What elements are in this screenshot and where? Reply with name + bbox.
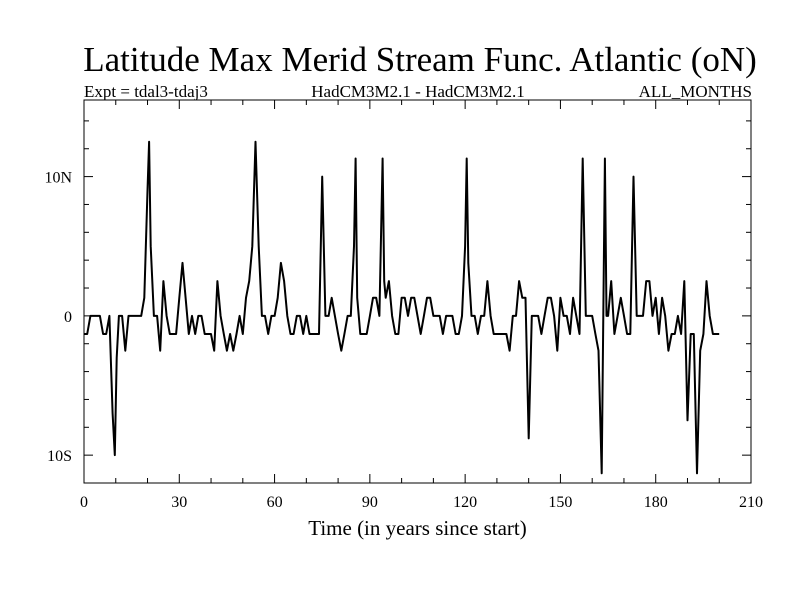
series-line-1: [84, 140, 720, 475]
plot-frame: [83, 99, 752, 484]
model-label: HadCM3M2.1 - HadCM3M2.1: [311, 82, 525, 101]
x-tick-label: 0: [80, 494, 88, 511]
x-tick-label: 90: [362, 494, 378, 511]
chart-title: Latitude Max Merid Stream Func. Atlantic…: [83, 40, 757, 79]
y-tick-label: 0: [64, 309, 72, 326]
x-tick-label: 60: [267, 494, 283, 511]
x-tick-label: 150: [548, 494, 572, 511]
months-label: ALL_MONTHS: [638, 82, 752, 101]
tick-labels: 0 30 60 90 120 150 180 210 10S 0 10N: [44, 170, 763, 511]
x-tick-label: 30: [171, 494, 187, 511]
series-layer: [84, 140, 720, 475]
y-tick-label: 10S: [47, 448, 72, 465]
experiment-label: Expt = tdal3-tdaj3: [84, 82, 208, 101]
x-axis-label: Time (in years since start): [308, 516, 527, 540]
x-tick-label: 180: [644, 494, 668, 511]
x-tick-label: 210: [739, 494, 763, 511]
x-tick-label: 120: [453, 494, 477, 511]
y-tick-label: 10N: [44, 170, 72, 187]
